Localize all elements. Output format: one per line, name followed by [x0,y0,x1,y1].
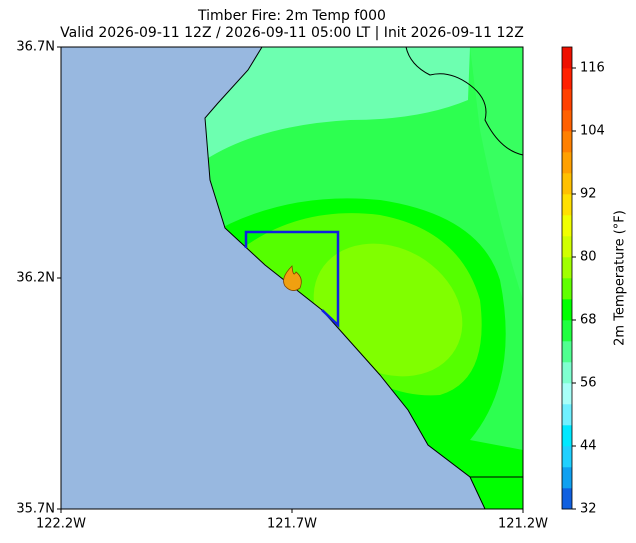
colorbar-tick-label: 104 [580,124,605,139]
colorbar-tick-label: 32 [580,502,597,517]
colorbar-band [562,278,572,300]
colorbar-band [562,467,572,489]
colorbar-tick-label: 116 [580,61,605,76]
fire-area-box [244,230,340,328]
fire-icon [283,265,302,291]
colorbar-band [562,173,572,195]
colorbar-tick-label: 56 [580,376,597,391]
colorbar-band [562,257,572,279]
title-line: Valid 2026-09-11 12Z / 2026-09-11 05:00 … [60,25,524,41]
colorbar-band [562,362,572,384]
colorbar-tick-label: 92 [580,187,597,202]
colorbar-band [562,425,572,447]
lon-tick-label: 121.7W [267,517,317,532]
colorbar-band [562,47,572,69]
colorbar-band [562,320,572,342]
colorbar-band [562,194,572,216]
colorbar-band [562,383,572,405]
colorbar-band [562,299,572,321]
colorbar-band [562,446,572,468]
title-line: Timber Fire: 2m Temp f000 [197,8,386,24]
lat-tick-label: 36.7N [16,40,55,55]
lon-tick-label: 121.2W [498,517,548,532]
colorbar-band [562,236,572,258]
colorbar-label: 2m Temperature (°F) [613,210,628,346]
colorbar-tick-label: 80 [580,250,597,265]
colorbar-band [562,110,572,132]
map [60,46,524,510]
colorbar-tick-label: 44 [580,439,597,454]
colorbar-band [562,131,572,153]
colorbar-band [562,488,572,510]
lat-tick-label: 36.2N [16,271,55,286]
colorbar-band [562,215,572,237]
colorbar-band [562,68,572,90]
lon-tick-label: 122.2W [36,517,86,532]
colorbar-band [562,341,572,363]
colorbar-band [562,404,572,426]
lat-tick-label: 35.7N [16,502,55,517]
colorbar-band [562,89,572,111]
colorbar-tick-label: 68 [580,313,597,328]
colorbar-frame [561,46,573,510]
colorbar-band [562,152,572,174]
